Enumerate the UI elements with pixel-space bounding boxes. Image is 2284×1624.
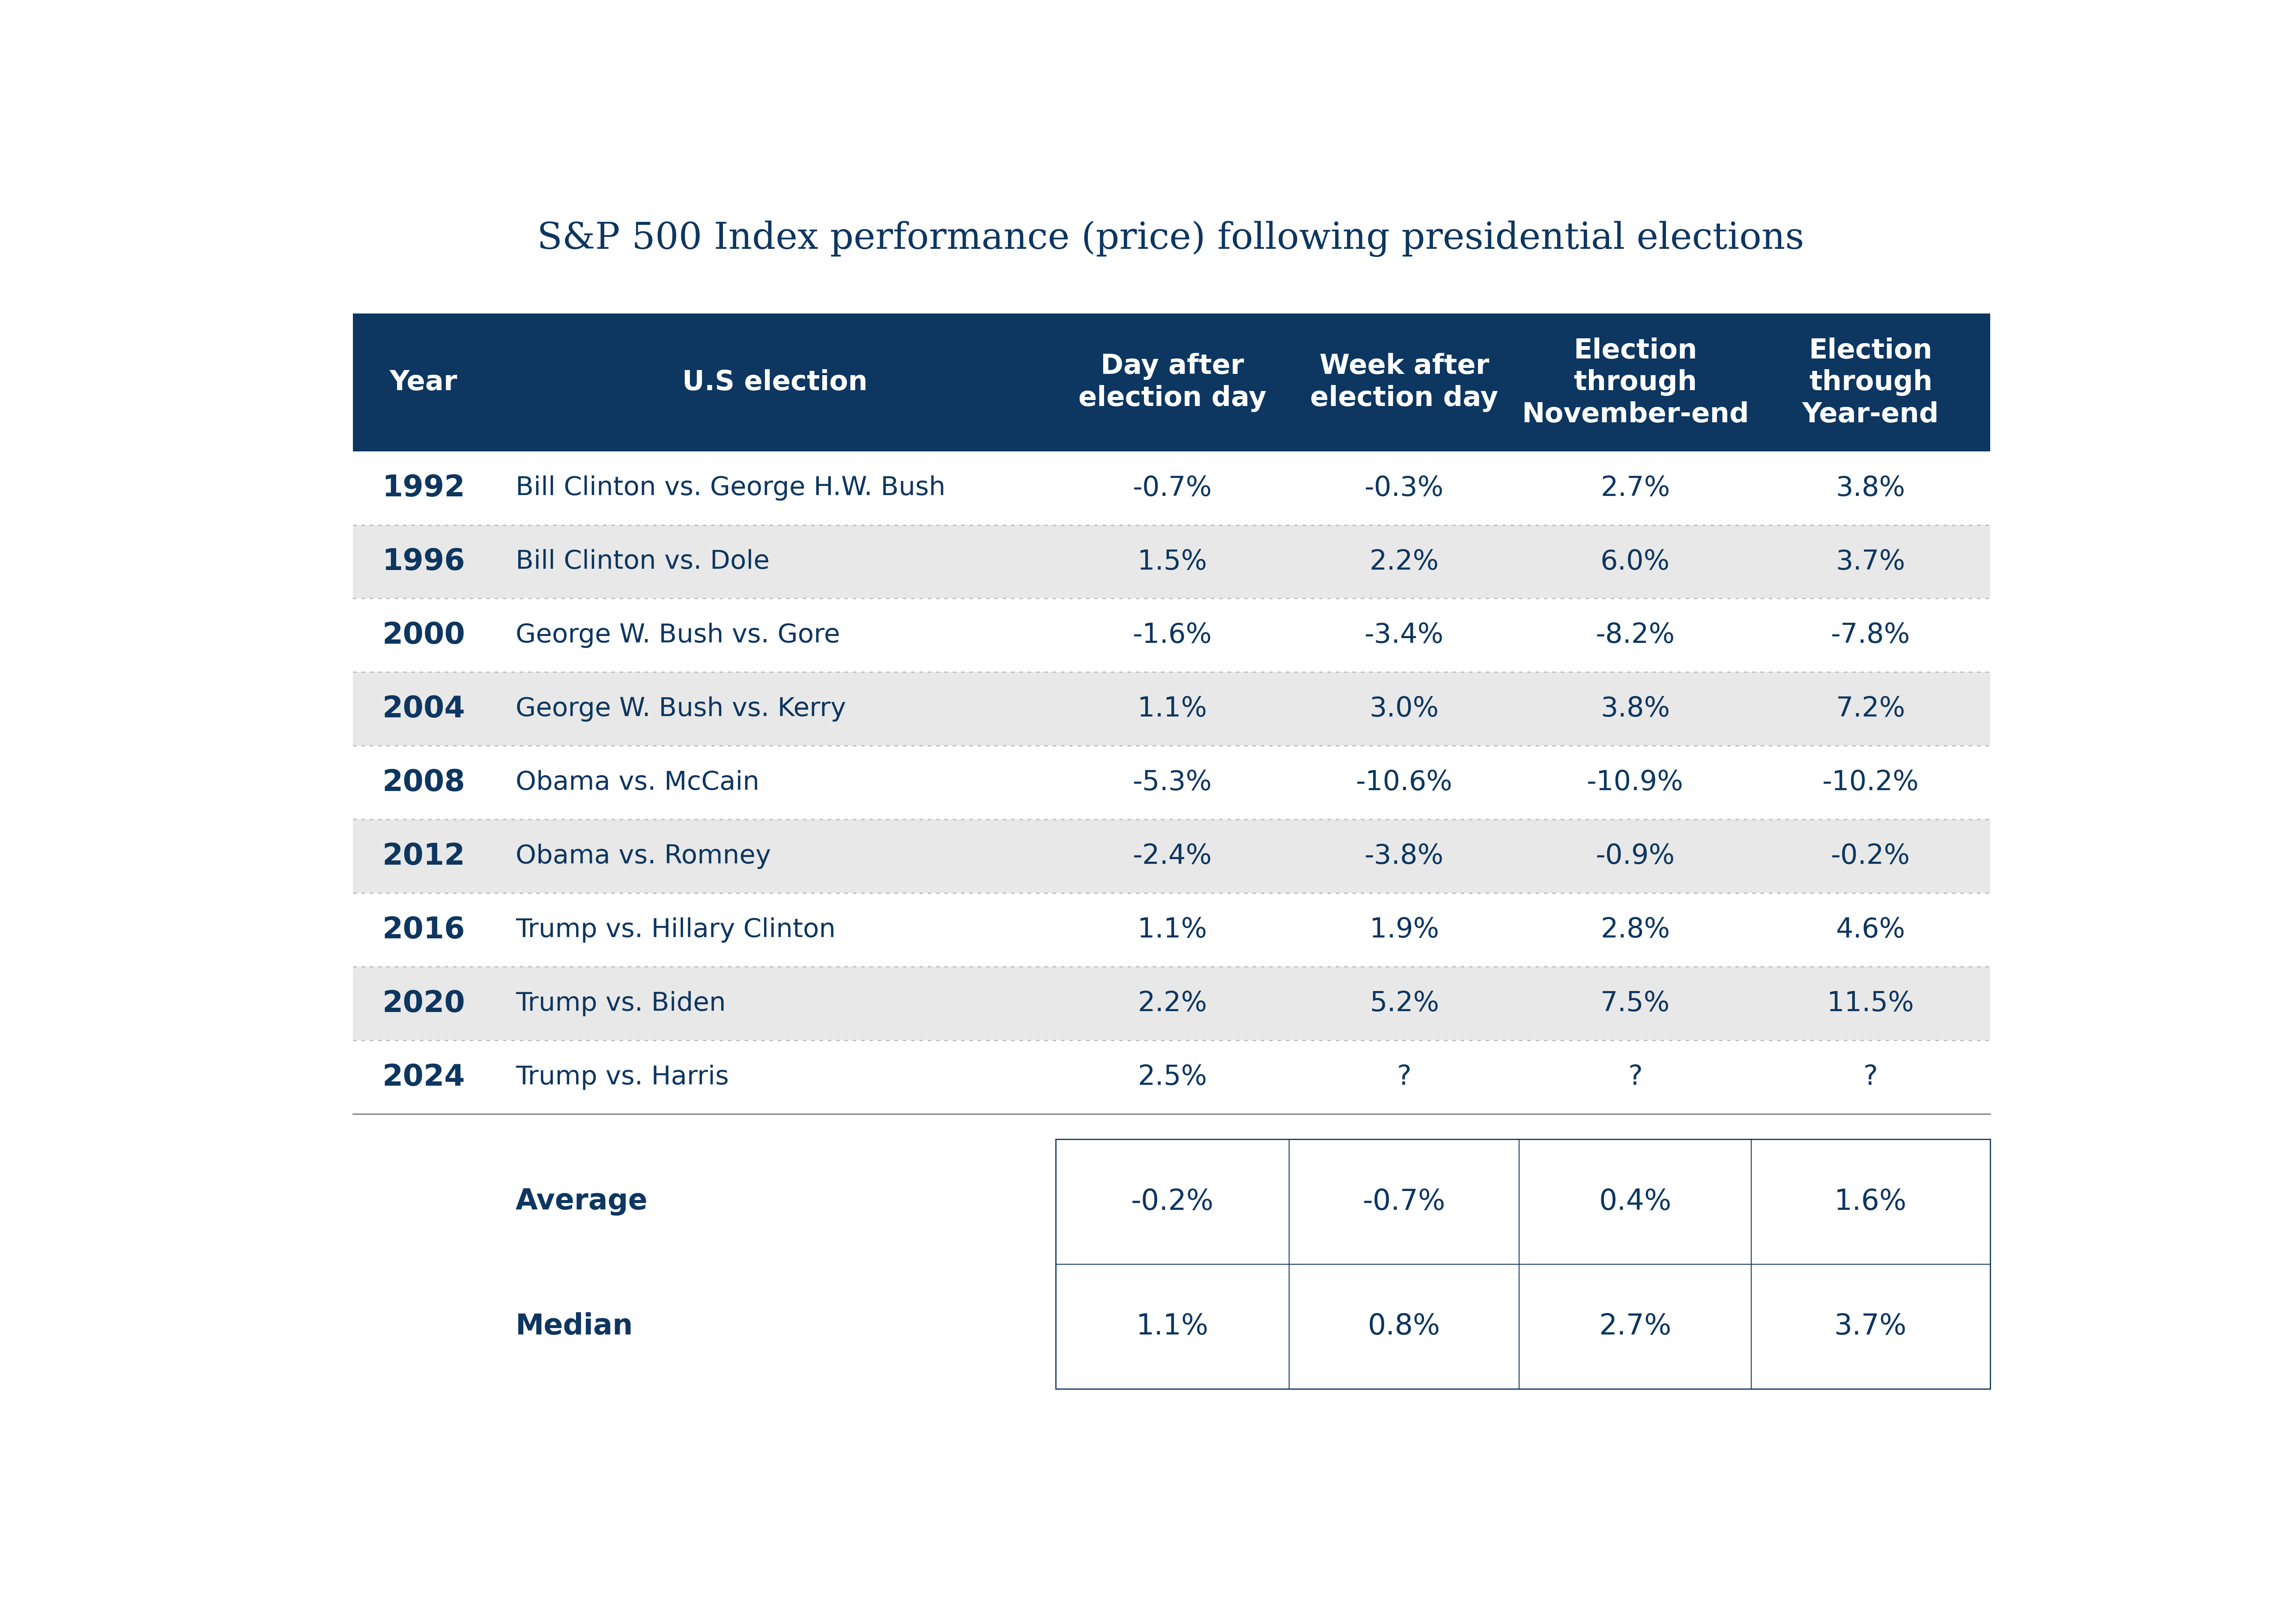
Text: Year: Year: [391, 369, 457, 396]
Text: -1.6%: -1.6%: [1133, 622, 1213, 648]
Text: Obama vs. McCain: Obama vs. McCain: [516, 770, 758, 796]
Text: 0.4%: 0.4%: [1599, 1187, 1672, 1216]
Text: 2008: 2008: [381, 768, 466, 797]
Text: 2024: 2024: [381, 1062, 466, 1091]
Text: -10.2%: -10.2%: [1823, 770, 1919, 796]
Text: Average: Average: [516, 1187, 649, 1216]
Text: Week after
election day: Week after election day: [1311, 352, 1498, 412]
Text: Median: Median: [516, 1312, 633, 1341]
Bar: [352, 599, 1989, 672]
Text: -2.4%: -2.4%: [1133, 843, 1213, 869]
Bar: [352, 672, 1989, 745]
Bar: [352, 1041, 1989, 1114]
Text: Trump vs. Harris: Trump vs. Harris: [516, 1064, 729, 1090]
Text: -0.3%: -0.3%: [1364, 474, 1443, 502]
Text: 1.6%: 1.6%: [1834, 1187, 1907, 1216]
Text: 11.5%: 11.5%: [1827, 991, 1914, 1017]
Text: 6.0%: 6.0%: [1601, 549, 1670, 575]
Text: Election
through
Year-end: Election through Year-end: [1802, 338, 1939, 427]
Text: 2.8%: 2.8%: [1601, 916, 1670, 944]
Bar: [352, 451, 1989, 525]
Bar: [352, 745, 1989, 820]
Text: 1.1%: 1.1%: [1137, 916, 1206, 944]
Text: 2.2%: 2.2%: [1370, 549, 1439, 575]
Bar: [352, 966, 1989, 1041]
Text: 1992: 1992: [381, 474, 466, 502]
Text: 3.8%: 3.8%: [1601, 695, 1670, 723]
Text: 2.2%: 2.2%: [1137, 991, 1206, 1017]
Text: 7.5%: 7.5%: [1601, 991, 1670, 1017]
Bar: [352, 893, 1989, 966]
Text: 3.7%: 3.7%: [1836, 549, 1905, 575]
Text: 1996: 1996: [381, 547, 466, 577]
Text: Election
through
November-end: Election through November-end: [1521, 338, 1750, 427]
Text: -0.7%: -0.7%: [1133, 474, 1213, 502]
Text: 3.8%: 3.8%: [1836, 474, 1905, 502]
Text: -0.2%: -0.2%: [1832, 843, 1909, 869]
Text: 2004: 2004: [381, 695, 466, 723]
Text: 2.7%: 2.7%: [1599, 1312, 1672, 1341]
Text: 2012: 2012: [381, 841, 466, 870]
Text: Obama vs. Romney: Obama vs. Romney: [516, 843, 772, 869]
Bar: [352, 525, 1989, 599]
Text: 2016: 2016: [381, 916, 466, 944]
Text: U.S election: U.S election: [683, 369, 868, 396]
Text: 0.8%: 0.8%: [1368, 1312, 1441, 1341]
Bar: [352, 820, 1989, 893]
Text: -0.9%: -0.9%: [1597, 843, 1674, 869]
Text: Trump vs. Hillary Clinton: Trump vs. Hillary Clinton: [516, 918, 836, 942]
Text: George W. Bush vs. Gore: George W. Bush vs. Gore: [516, 622, 841, 648]
Text: ?: ?: [1398, 1064, 1412, 1090]
Text: 3.0%: 3.0%: [1370, 695, 1439, 723]
Text: -5.3%: -5.3%: [1133, 770, 1213, 796]
Text: -8.2%: -8.2%: [1597, 622, 1674, 648]
Text: 2020: 2020: [381, 989, 466, 1018]
Text: -7.8%: -7.8%: [1832, 622, 1909, 648]
Text: George W. Bush vs. Kerry: George W. Bush vs. Kerry: [516, 697, 845, 721]
Text: 2.7%: 2.7%: [1601, 474, 1670, 502]
Text: -3.8%: -3.8%: [1364, 843, 1443, 869]
Text: 3.7%: 3.7%: [1834, 1312, 1907, 1341]
Text: ?: ?: [1864, 1064, 1877, 1090]
Text: 1.1%: 1.1%: [1135, 1312, 1208, 1341]
Text: Trump vs. Biden: Trump vs. Biden: [516, 991, 726, 1017]
Text: 2000: 2000: [381, 620, 466, 650]
Text: -10.9%: -10.9%: [1587, 770, 1683, 796]
Text: Day after
election day: Day after election day: [1078, 352, 1265, 412]
Text: ?: ?: [1628, 1064, 1642, 1090]
Text: Bill Clinton vs. Dole: Bill Clinton vs. Dole: [516, 549, 770, 575]
Text: 4.6%: 4.6%: [1836, 916, 1905, 944]
Text: 1.5%: 1.5%: [1137, 549, 1206, 575]
Text: -0.7%: -0.7%: [1364, 1187, 1446, 1216]
Text: 1.1%: 1.1%: [1137, 695, 1206, 723]
Text: -3.4%: -3.4%: [1364, 622, 1443, 648]
Text: -0.2%: -0.2%: [1131, 1187, 1213, 1216]
Text: -10.6%: -10.6%: [1357, 770, 1453, 796]
Text: Bill Clinton vs. George H.W. Bush: Bill Clinton vs. George H.W. Bush: [516, 476, 946, 500]
Text: S&P 500 Index performance (price) following presidential elections: S&P 500 Index performance (price) follow…: [537, 221, 1804, 257]
Text: 5.2%: 5.2%: [1370, 991, 1439, 1017]
Text: 2.5%: 2.5%: [1137, 1064, 1206, 1090]
Text: 7.2%: 7.2%: [1836, 695, 1905, 723]
Text: 1.9%: 1.9%: [1370, 916, 1439, 944]
